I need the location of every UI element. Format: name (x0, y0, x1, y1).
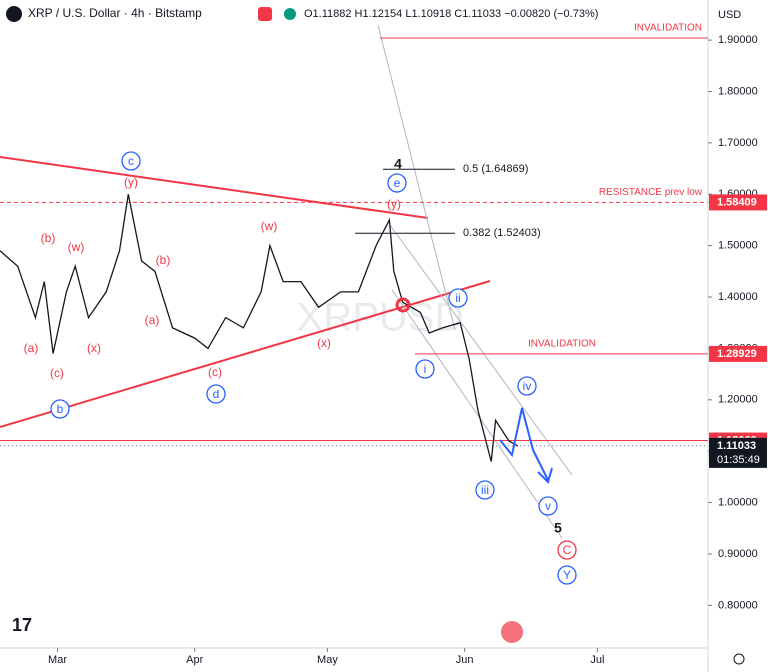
wave-label: i (424, 362, 427, 376)
wave-circle (475, 480, 495, 500)
y-tick-label: 1.70000 (718, 137, 758, 149)
y-tick-label: 1.90000 (718, 34, 758, 46)
wave-circle (50, 399, 70, 419)
wave-label: (b) (156, 253, 171, 267)
wave-circle (387, 173, 407, 193)
y-tick-label: 0.80000 (718, 599, 758, 611)
y-tick-label: 1.40000 (718, 291, 758, 303)
wave-label: b (57, 402, 64, 416)
wave-label: (x) (317, 336, 331, 350)
marker (395, 297, 411, 313)
channel-line (377, 24, 456, 331)
wave-label: C (563, 543, 572, 557)
wave-label: iii (481, 483, 489, 497)
settings-icon[interactable] (733, 653, 745, 665)
channel-line (391, 289, 563, 539)
wave-label: (c) (50, 366, 64, 380)
projection-arrow (499, 407, 549, 481)
wave-label: (w) (261, 219, 278, 233)
wave-label: e (394, 176, 401, 190)
trend-line (0, 156, 429, 219)
wave-label: v (545, 499, 551, 513)
price-line (0, 194, 519, 462)
level-label: INVALIDATION (528, 339, 596, 350)
ohlc: O1.11882 H1.12154 L1.10918 C1.11033 −0.0… (304, 8, 598, 20)
y-tick-label: 0.90000 (718, 548, 758, 560)
logo: 17 (12, 615, 32, 635)
status-dot (284, 8, 296, 20)
wave-label: (c) (208, 365, 222, 379)
price-badge (709, 437, 767, 468)
wave-label: (y) (387, 197, 401, 211)
wave-circle (415, 359, 435, 379)
wave-label: (b) (41, 231, 56, 245)
wave-label: ii (455, 291, 460, 305)
y-tick-label: 1.00000 (718, 496, 758, 508)
wave-label: (x) (87, 341, 101, 355)
fib-label: 0.5 (1.64869) (463, 163, 528, 175)
x-tick-label: Jul (590, 654, 604, 666)
wave-circle (206, 384, 226, 404)
level-label: INVALIDATION (634, 23, 702, 34)
countdown: 01:35:49 (717, 454, 760, 466)
wave-label: d (213, 387, 220, 401)
wave-label: (y) (124, 175, 138, 189)
y-tick-label: 1.50000 (718, 240, 758, 252)
arrow-head (537, 467, 553, 484)
fib-label: 0.382 (1.52403) (463, 227, 541, 239)
x-tick-label: Jun (456, 654, 474, 666)
wave-label: iv (523, 379, 532, 393)
price-badge-label: 1.28929 (717, 348, 757, 360)
wave-label: 5 (554, 520, 562, 536)
price-badge-label: 1.58409 (717, 196, 757, 208)
flag-icon[interactable] (501, 621, 523, 643)
x-tick-label: May (317, 654, 338, 666)
wave-label: 4 (394, 156, 402, 172)
sell-button[interactable] (258, 7, 272, 21)
y-tick-label: 1.20000 (718, 394, 758, 406)
price-badge-label: 1.11033 (717, 440, 756, 452)
channel-line (389, 224, 573, 476)
wave-circle (517, 376, 537, 396)
wave-label: (a) (24, 341, 39, 355)
wave-label: (w) (68, 240, 85, 254)
wave-label: (a) (145, 313, 160, 327)
price-badge (709, 345, 767, 362)
watermark: XRPUSD (297, 296, 464, 340)
price-badge (709, 194, 767, 211)
wave-label: Y (563, 568, 571, 582)
level-label: RESISTANCE prev low (599, 187, 703, 198)
wave-circle (121, 151, 141, 171)
y-tick-label: 1.80000 (718, 85, 758, 97)
symbol: XRP / U.S. Dollar · 4h · Bitstamp (28, 6, 202, 20)
x-tick-label: Mar (48, 654, 67, 666)
wave-circle (448, 288, 468, 308)
x-tick-label: Apr (186, 654, 203, 666)
wave-label: c (128, 154, 134, 168)
wave-circle (557, 565, 577, 585)
wave-circle (557, 540, 577, 560)
wave-circle (538, 496, 558, 516)
y-axis-label: USD (718, 9, 741, 21)
symbol-icon (6, 6, 22, 22)
